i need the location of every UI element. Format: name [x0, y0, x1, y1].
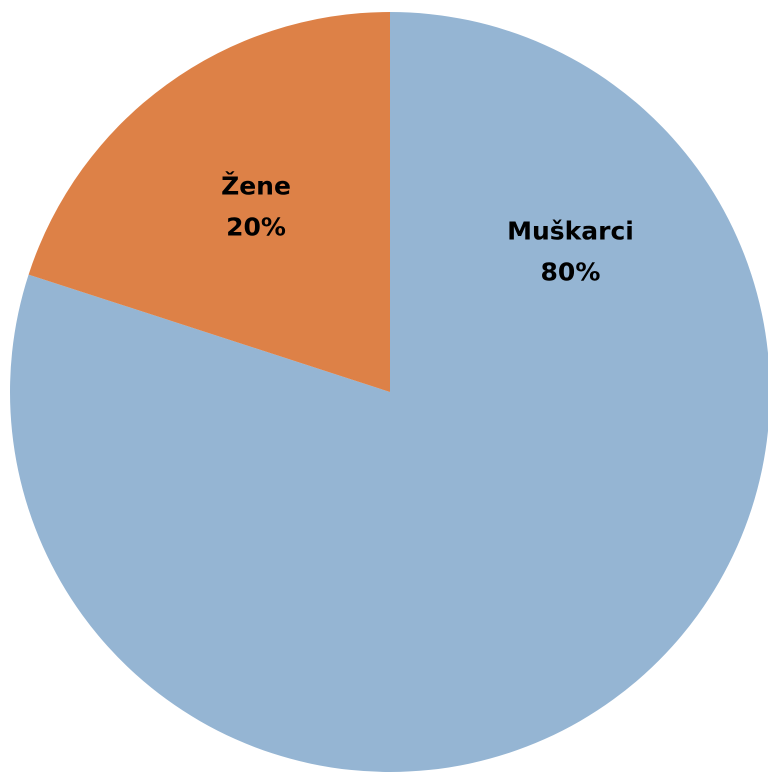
slice-value-label: 80%: [541, 258, 601, 287]
pie-slice: [10, 12, 768, 772]
slice-category-label: Žene: [221, 172, 291, 201]
slice-value-label: 20%: [226, 213, 286, 242]
slice-category-label: Muškarci: [507, 217, 634, 246]
pie-slice: [28, 12, 391, 392]
